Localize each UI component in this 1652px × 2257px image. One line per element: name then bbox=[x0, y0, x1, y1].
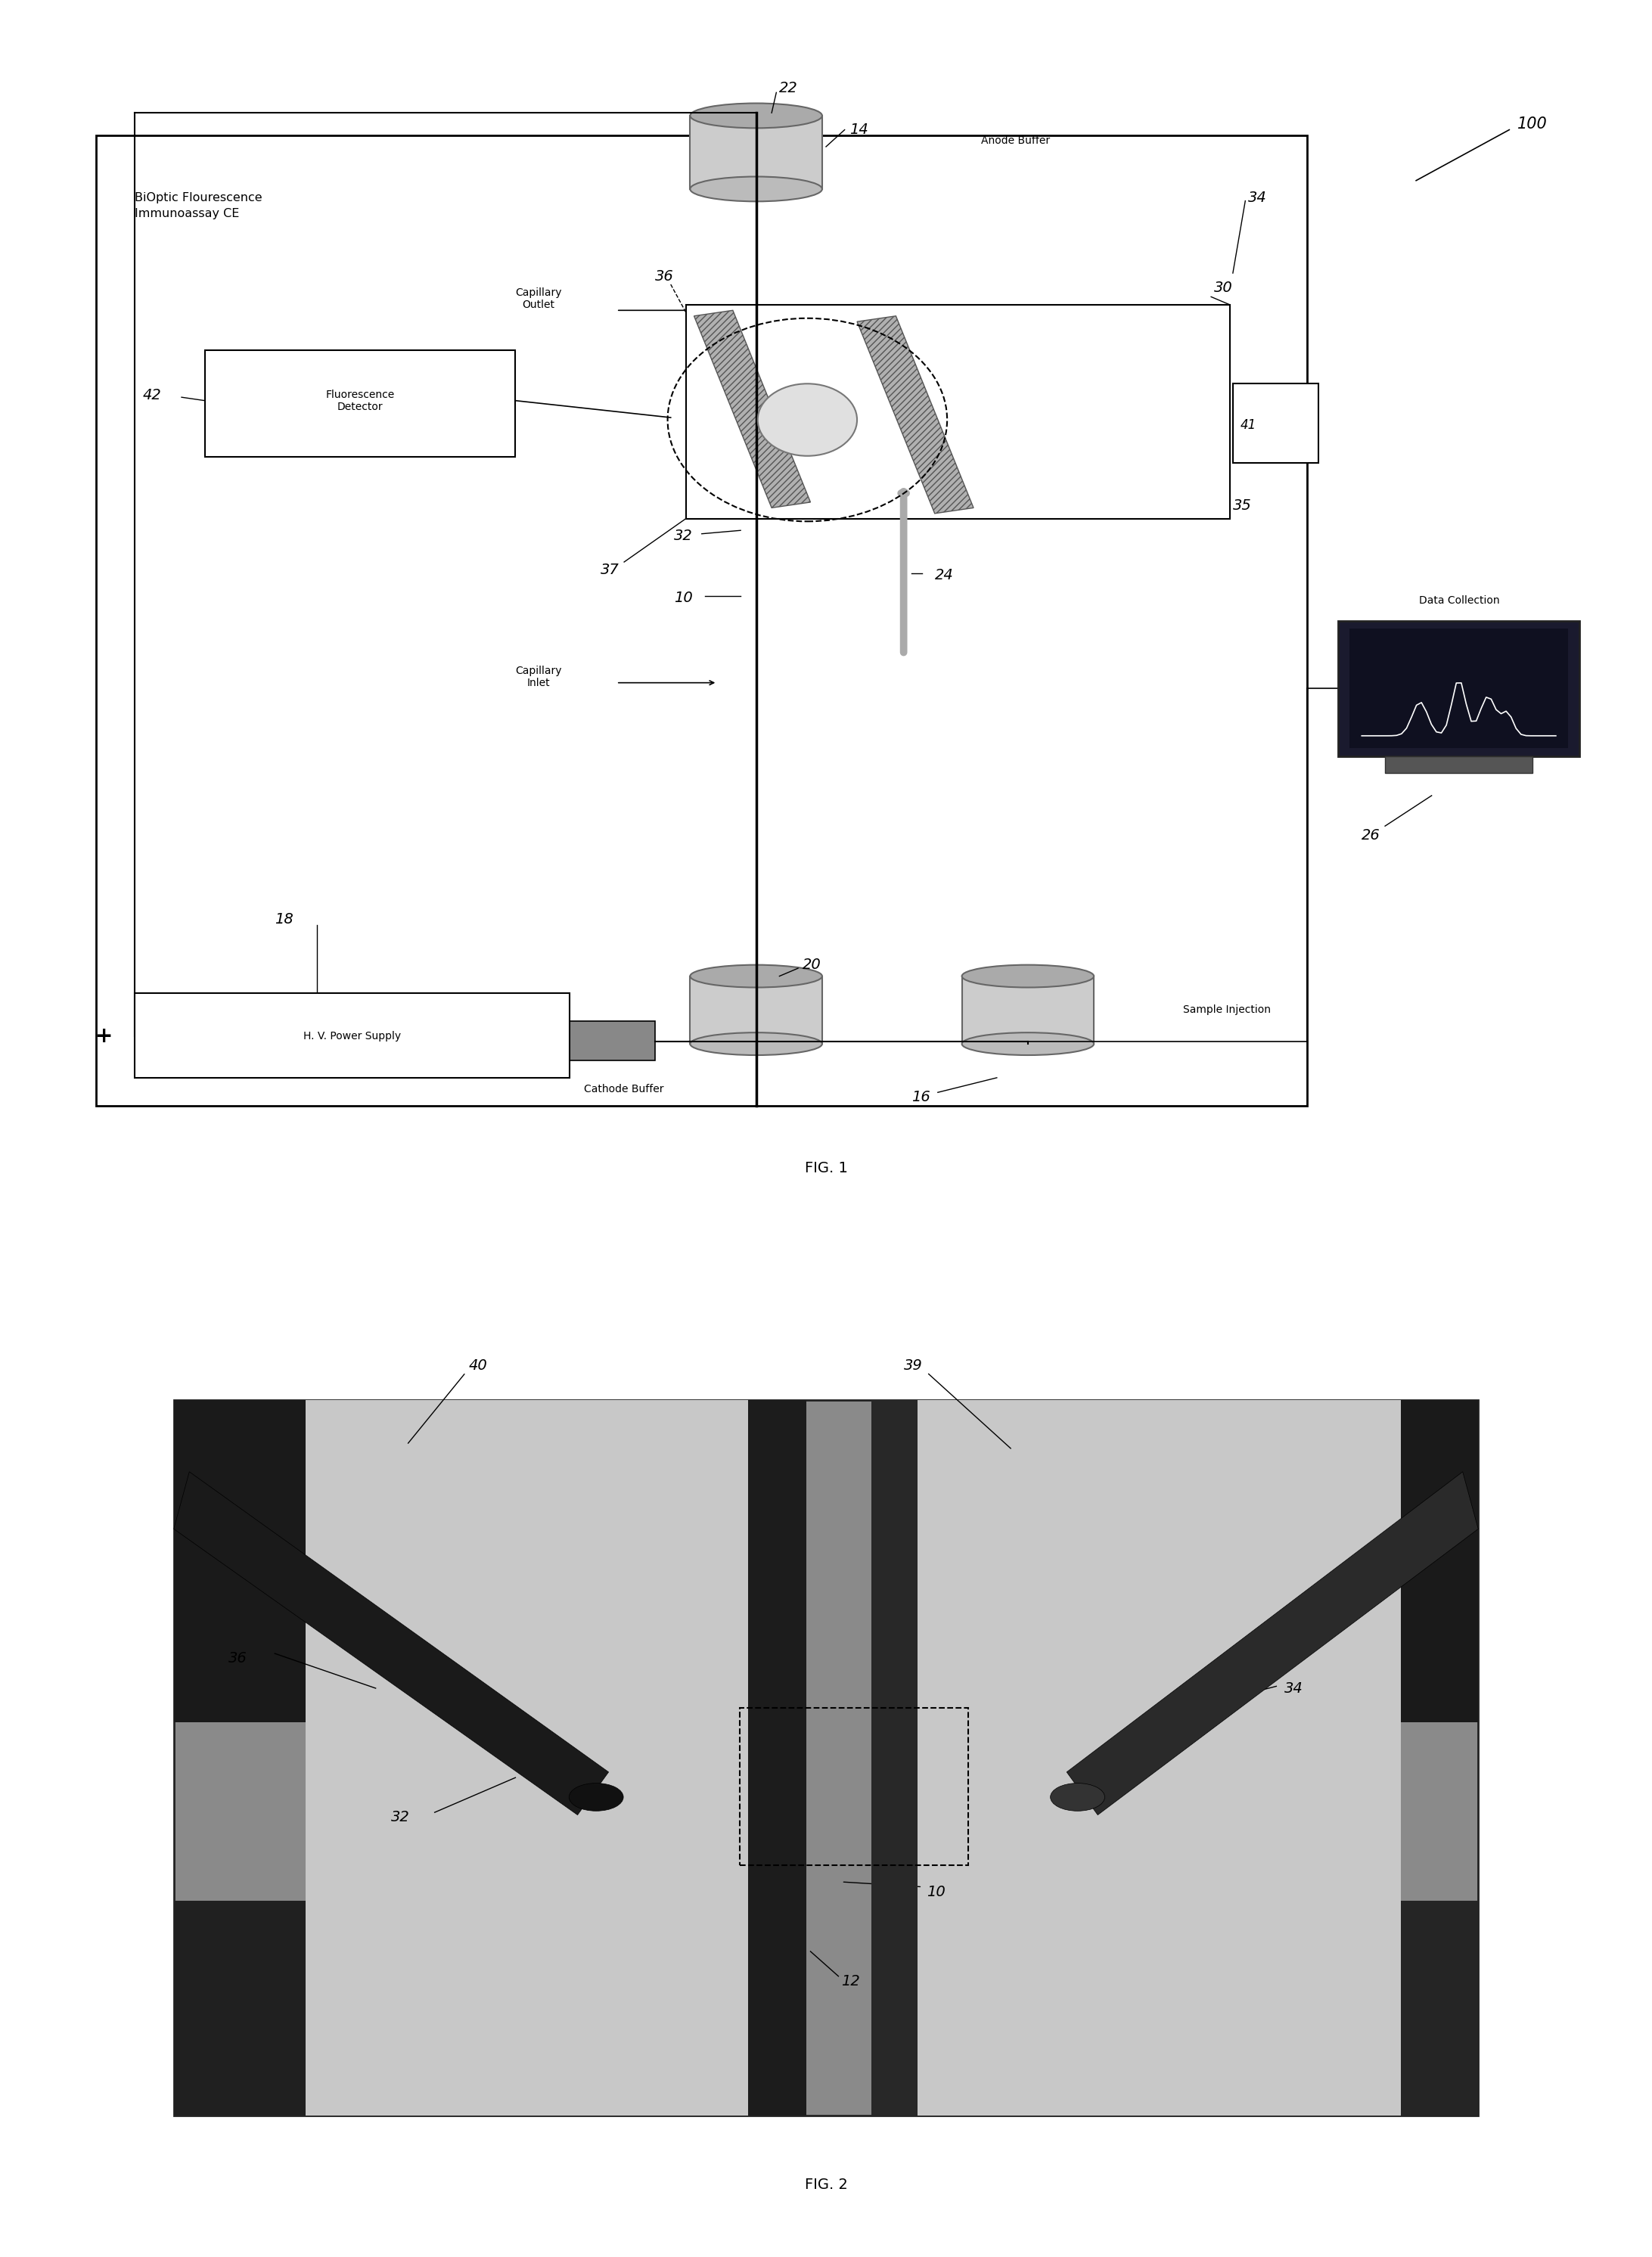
Text: H. V. Power Supply: H. V. Power Supply bbox=[304, 1031, 401, 1040]
Ellipse shape bbox=[961, 1031, 1094, 1056]
Text: 41: 41 bbox=[1241, 418, 1257, 433]
Bar bbox=[135, 993, 570, 1077]
Bar bbox=[1384, 756, 1533, 772]
Text: 10: 10 bbox=[927, 1885, 945, 1898]
Text: 12: 12 bbox=[767, 460, 786, 476]
Bar bbox=[173, 1900, 306, 2115]
Text: 35: 35 bbox=[1232, 499, 1252, 512]
Text: 34: 34 bbox=[1249, 190, 1267, 205]
Text: 22: 22 bbox=[780, 81, 798, 95]
Text: 36: 36 bbox=[656, 269, 674, 284]
Bar bbox=[961, 975, 1094, 1043]
Text: 32: 32 bbox=[674, 528, 692, 544]
Polygon shape bbox=[173, 1399, 306, 1722]
Text: 18: 18 bbox=[274, 912, 294, 928]
Bar bbox=[691, 115, 823, 190]
Ellipse shape bbox=[691, 966, 823, 989]
Text: 39: 39 bbox=[904, 1359, 922, 1372]
Bar bbox=[691, 975, 823, 1043]
Text: 40: 40 bbox=[469, 1359, 487, 1372]
Ellipse shape bbox=[691, 104, 823, 129]
Polygon shape bbox=[857, 316, 973, 512]
Text: Capillary
Outlet: Capillary Outlet bbox=[515, 287, 562, 311]
Text: Fluorescence
Detector: Fluorescence Detector bbox=[325, 388, 395, 413]
Bar bbox=[686, 305, 1229, 519]
Bar bbox=[570, 1020, 656, 1061]
Text: 12: 12 bbox=[841, 1975, 861, 1988]
Text: 32: 32 bbox=[392, 1810, 410, 1824]
Text: 42: 42 bbox=[142, 388, 162, 402]
Text: 30: 30 bbox=[1214, 280, 1232, 296]
Text: 100: 100 bbox=[1517, 117, 1548, 131]
Text: 37: 37 bbox=[601, 562, 620, 578]
Text: 10: 10 bbox=[674, 591, 692, 605]
Bar bbox=[748, 1399, 806, 2115]
Text: BiOptic Flourescence
Immunoassay CE: BiOptic Flourescence Immunoassay CE bbox=[135, 192, 263, 219]
Polygon shape bbox=[1067, 1472, 1479, 1815]
Text: FIG. 1: FIG. 1 bbox=[805, 1160, 847, 1176]
Bar bbox=[1401, 1900, 1479, 2115]
Bar bbox=[1232, 384, 1318, 463]
Circle shape bbox=[758, 384, 857, 456]
Bar bbox=[1350, 627, 1568, 747]
Text: Anode Buffer: Anode Buffer bbox=[981, 135, 1051, 147]
Bar bbox=[872, 1399, 917, 2115]
Text: 36: 36 bbox=[228, 1652, 246, 1666]
Ellipse shape bbox=[961, 966, 1094, 989]
Ellipse shape bbox=[691, 176, 823, 201]
Text: Capillary
Inlet: Capillary Inlet bbox=[515, 666, 562, 688]
Ellipse shape bbox=[568, 1783, 623, 1810]
Text: 24: 24 bbox=[935, 569, 953, 582]
Polygon shape bbox=[694, 311, 811, 508]
Bar bbox=[173, 1399, 1479, 2115]
Text: Data Collection: Data Collection bbox=[1419, 596, 1500, 605]
Text: 16: 16 bbox=[912, 1090, 930, 1104]
Bar bbox=[1338, 621, 1579, 756]
Text: 14: 14 bbox=[849, 122, 867, 138]
Text: FIG. 2: FIG. 2 bbox=[805, 2178, 847, 2192]
Text: 26: 26 bbox=[1361, 828, 1381, 842]
Text: Sample Injection: Sample Injection bbox=[1183, 1004, 1270, 1016]
Polygon shape bbox=[306, 1399, 748, 2115]
Text: +: + bbox=[96, 1025, 112, 1047]
Bar bbox=[96, 135, 1307, 1106]
Polygon shape bbox=[173, 1472, 608, 1815]
Text: 20: 20 bbox=[803, 957, 821, 973]
Text: 34: 34 bbox=[1284, 1681, 1303, 1695]
Text: Cathode Buffer: Cathode Buffer bbox=[585, 1083, 664, 1095]
Bar bbox=[740, 1709, 968, 1864]
Ellipse shape bbox=[691, 1031, 823, 1056]
Polygon shape bbox=[904, 1399, 1401, 2115]
Ellipse shape bbox=[1051, 1783, 1105, 1810]
Bar bbox=[205, 350, 515, 456]
Polygon shape bbox=[1401, 1399, 1479, 1722]
